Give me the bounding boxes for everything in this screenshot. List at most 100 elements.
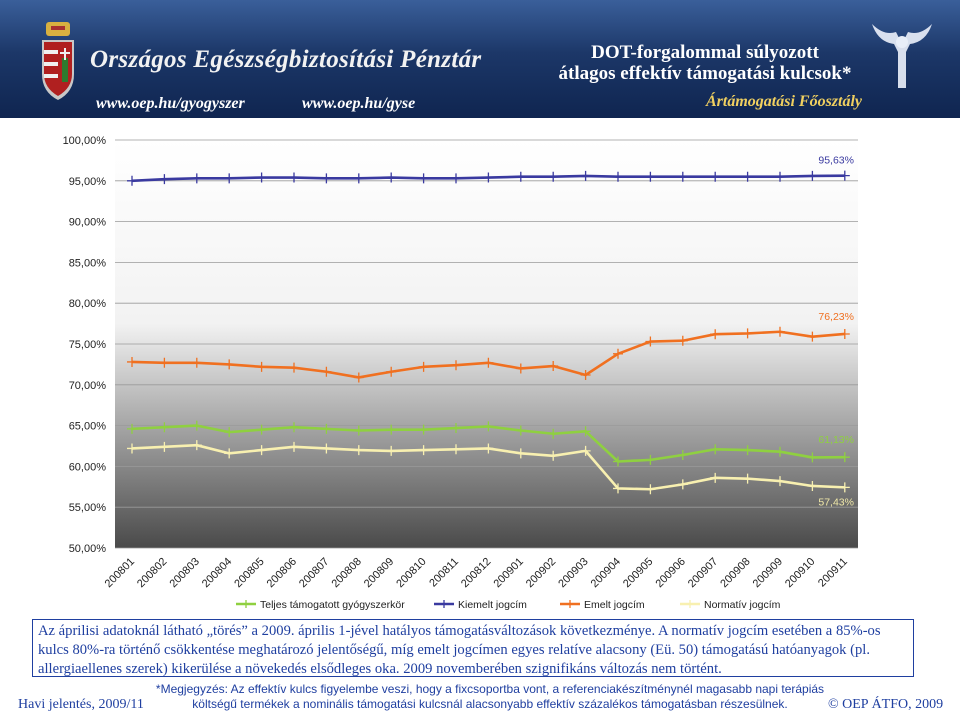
data-point (353, 372, 364, 383)
x-tick-label: 200812 (459, 556, 493, 590)
data-point (289, 172, 299, 183)
data-point (418, 361, 429, 372)
y-tick-label: 55,00% (69, 502, 107, 514)
y-tick-label: 85,00% (69, 257, 107, 269)
y-tick-label: 100,00% (63, 135, 107, 147)
data-point (580, 426, 591, 437)
data-point (613, 483, 623, 494)
line-chart: 50,00% 55,00% 60,00% 65,00% 70,00% 75,00% 80,0… (63, 135, 858, 611)
end-value-label: 76,23% (818, 311, 854, 323)
data-point (483, 357, 494, 368)
data-point (710, 472, 721, 483)
y-tick-label: 80,00% (69, 298, 107, 310)
y-tick-label: 60,00% (69, 461, 107, 473)
data-point (353, 445, 364, 456)
data-point (127, 356, 137, 367)
legend-label: Normatív jogcím (704, 599, 781, 611)
data-point (191, 440, 202, 451)
data-point (289, 362, 299, 373)
data-point (677, 449, 688, 460)
data-point (418, 424, 429, 435)
header-banner: Országos Egészségbiztosítási Pénztár www… (0, 0, 960, 118)
x-tick-label: 200910 (783, 556, 817, 590)
x-tick-label: 200906 (653, 556, 687, 590)
data-point (191, 357, 202, 368)
data-point (159, 422, 170, 433)
data-point (224, 173, 235, 184)
x-tick-label: 200810 (394, 556, 428, 590)
x-tick-label: 200811 (427, 556, 461, 590)
end-value-label: 57,43% (818, 496, 854, 508)
data-point (775, 171, 785, 182)
data-point (677, 171, 688, 182)
report-label: Havi jelentés, 2009/11 (18, 697, 144, 712)
data-point (807, 480, 818, 491)
x-tick-label: 200803 (167, 556, 201, 590)
data-point (159, 441, 170, 452)
data-point (677, 479, 688, 490)
x-tick-label: 200806 (265, 556, 299, 590)
x-tick-label: 200908 (718, 556, 752, 590)
data-point (807, 452, 818, 463)
data-point (224, 448, 235, 459)
data-point (677, 335, 688, 346)
legend-label: Kiemelt jogcím (458, 599, 527, 611)
legend-label: Emelt jogcím (584, 599, 645, 611)
data-point (839, 328, 850, 339)
data-point (353, 173, 364, 184)
data-point (645, 484, 656, 495)
x-tick-label: 200801 (103, 556, 137, 590)
data-point (613, 171, 623, 182)
data-point (191, 173, 202, 184)
x-tick-label: 200902 (524, 556, 558, 590)
data-point (710, 171, 721, 182)
oep-emblem-icon (872, 24, 932, 88)
data-point (451, 173, 461, 184)
data-point (580, 170, 591, 181)
x-tick-label: 200802 (135, 556, 169, 590)
data-point (386, 366, 397, 377)
data-point (386, 445, 397, 456)
data-point (807, 331, 818, 342)
data-point (321, 423, 332, 434)
footnote-line1: *Megjegyzés: Az effektív kulcs figyelemb… (155, 682, 825, 696)
data-point (710, 329, 721, 340)
data-point (613, 348, 623, 359)
data-point (548, 428, 559, 439)
x-tick-label: 200807 (297, 556, 331, 590)
data-point (742, 473, 753, 484)
footnote-line2: költségű termékek a nominális támogatási… (192, 697, 788, 711)
data-point (483, 443, 494, 454)
url-gyse[interactable]: www.oep.hu/gyse (302, 95, 416, 112)
data-point (321, 366, 332, 377)
url-gyogyszer[interactable]: www.oep.hu/gyogyszer (96, 95, 245, 112)
data-point (515, 448, 526, 459)
data-point (256, 445, 267, 456)
data-point (483, 172, 494, 183)
data-point (515, 171, 526, 182)
data-point (289, 441, 299, 452)
data-point (775, 446, 785, 457)
y-tick-label: 70,00% (69, 380, 107, 392)
end-value-label: 95,63% (818, 155, 854, 167)
x-tick-label: 200904 (589, 556, 623, 590)
data-point (839, 452, 850, 463)
data-point (127, 175, 137, 186)
data-point (127, 443, 137, 454)
data-point (418, 445, 429, 456)
data-point (451, 444, 461, 455)
x-tick-label: 200903 (556, 556, 590, 590)
data-point (483, 421, 494, 432)
data-point (451, 360, 461, 371)
y-tick-label: 50,00% (69, 543, 107, 555)
x-tick-label: 200809 (362, 556, 396, 590)
data-point (710, 444, 721, 455)
x-tick-label: 200909 (751, 556, 785, 590)
copyright: © OEP ÁTFO, 2009 (828, 697, 944, 712)
data-point (224, 427, 235, 438)
data-point (775, 476, 785, 487)
x-tick-label: 200901 (491, 556, 525, 590)
data-point (256, 361, 267, 372)
data-point (742, 445, 753, 456)
x-tick-label: 200804 (200, 556, 234, 590)
